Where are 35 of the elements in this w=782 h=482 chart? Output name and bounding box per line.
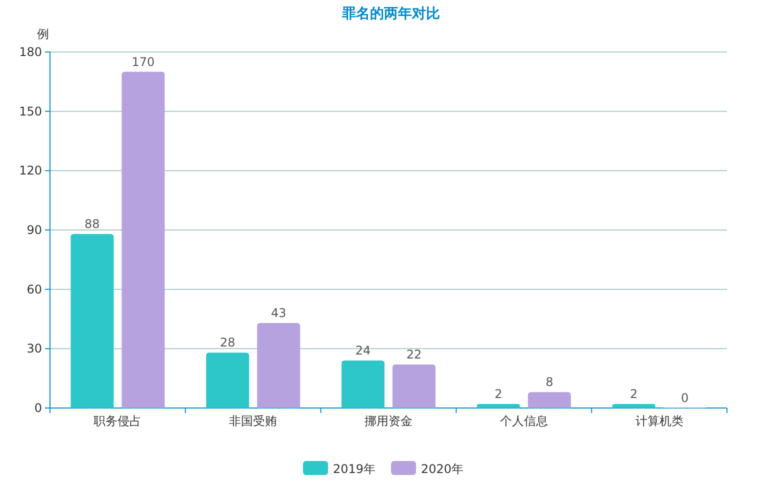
bar — [257, 322, 300, 408]
data-label: 43 — [270, 306, 286, 320]
y-tick-label: 180 — [19, 45, 42, 59]
data-label: 2 — [630, 387, 638, 402]
y-tick-label: 150 — [19, 104, 42, 118]
data-label: 88 — [84, 216, 100, 231]
x-tick-label: 职务侵占 — [94, 414, 142, 428]
y-tick-label: 60 — [26, 282, 42, 296]
bar — [392, 364, 436, 408]
y-tick-label: 90 — [26, 223, 42, 237]
x-tick-label: 个人信息 — [500, 414, 548, 428]
data-label: 8 — [546, 375, 554, 390]
x-tick-label: 挪用资金 — [364, 414, 412, 428]
bar — [206, 352, 250, 408]
bar — [342, 360, 384, 408]
data-label: 2 — [494, 387, 502, 402]
data-label: 170 — [132, 54, 155, 69]
legend-label: 2019年 — [333, 462, 376, 476]
bar — [528, 392, 571, 408]
data-label: 24 — [355, 344, 371, 358]
x-tick-label: 非国受贿 — [229, 414, 278, 428]
bar — [476, 404, 520, 408]
y-tick-label: 30 — [26, 342, 42, 356]
data-label: 22 — [406, 347, 422, 362]
bar — [122, 72, 165, 408]
bar — [612, 404, 656, 408]
bar — [70, 234, 114, 408]
y-tick-label: 120 — [19, 164, 42, 178]
data-label: 0 — [680, 391, 689, 405]
legend-label: 2020年 — [421, 462, 464, 476]
x-tick-label: 计算机类 — [635, 414, 684, 428]
y-axis-title: 例 — [37, 27, 49, 41]
data-label: 28 — [220, 336, 236, 350]
y-tick-label: 0 — [34, 401, 42, 415]
chart-title: 罪名的两年对比 — [341, 6, 440, 22]
